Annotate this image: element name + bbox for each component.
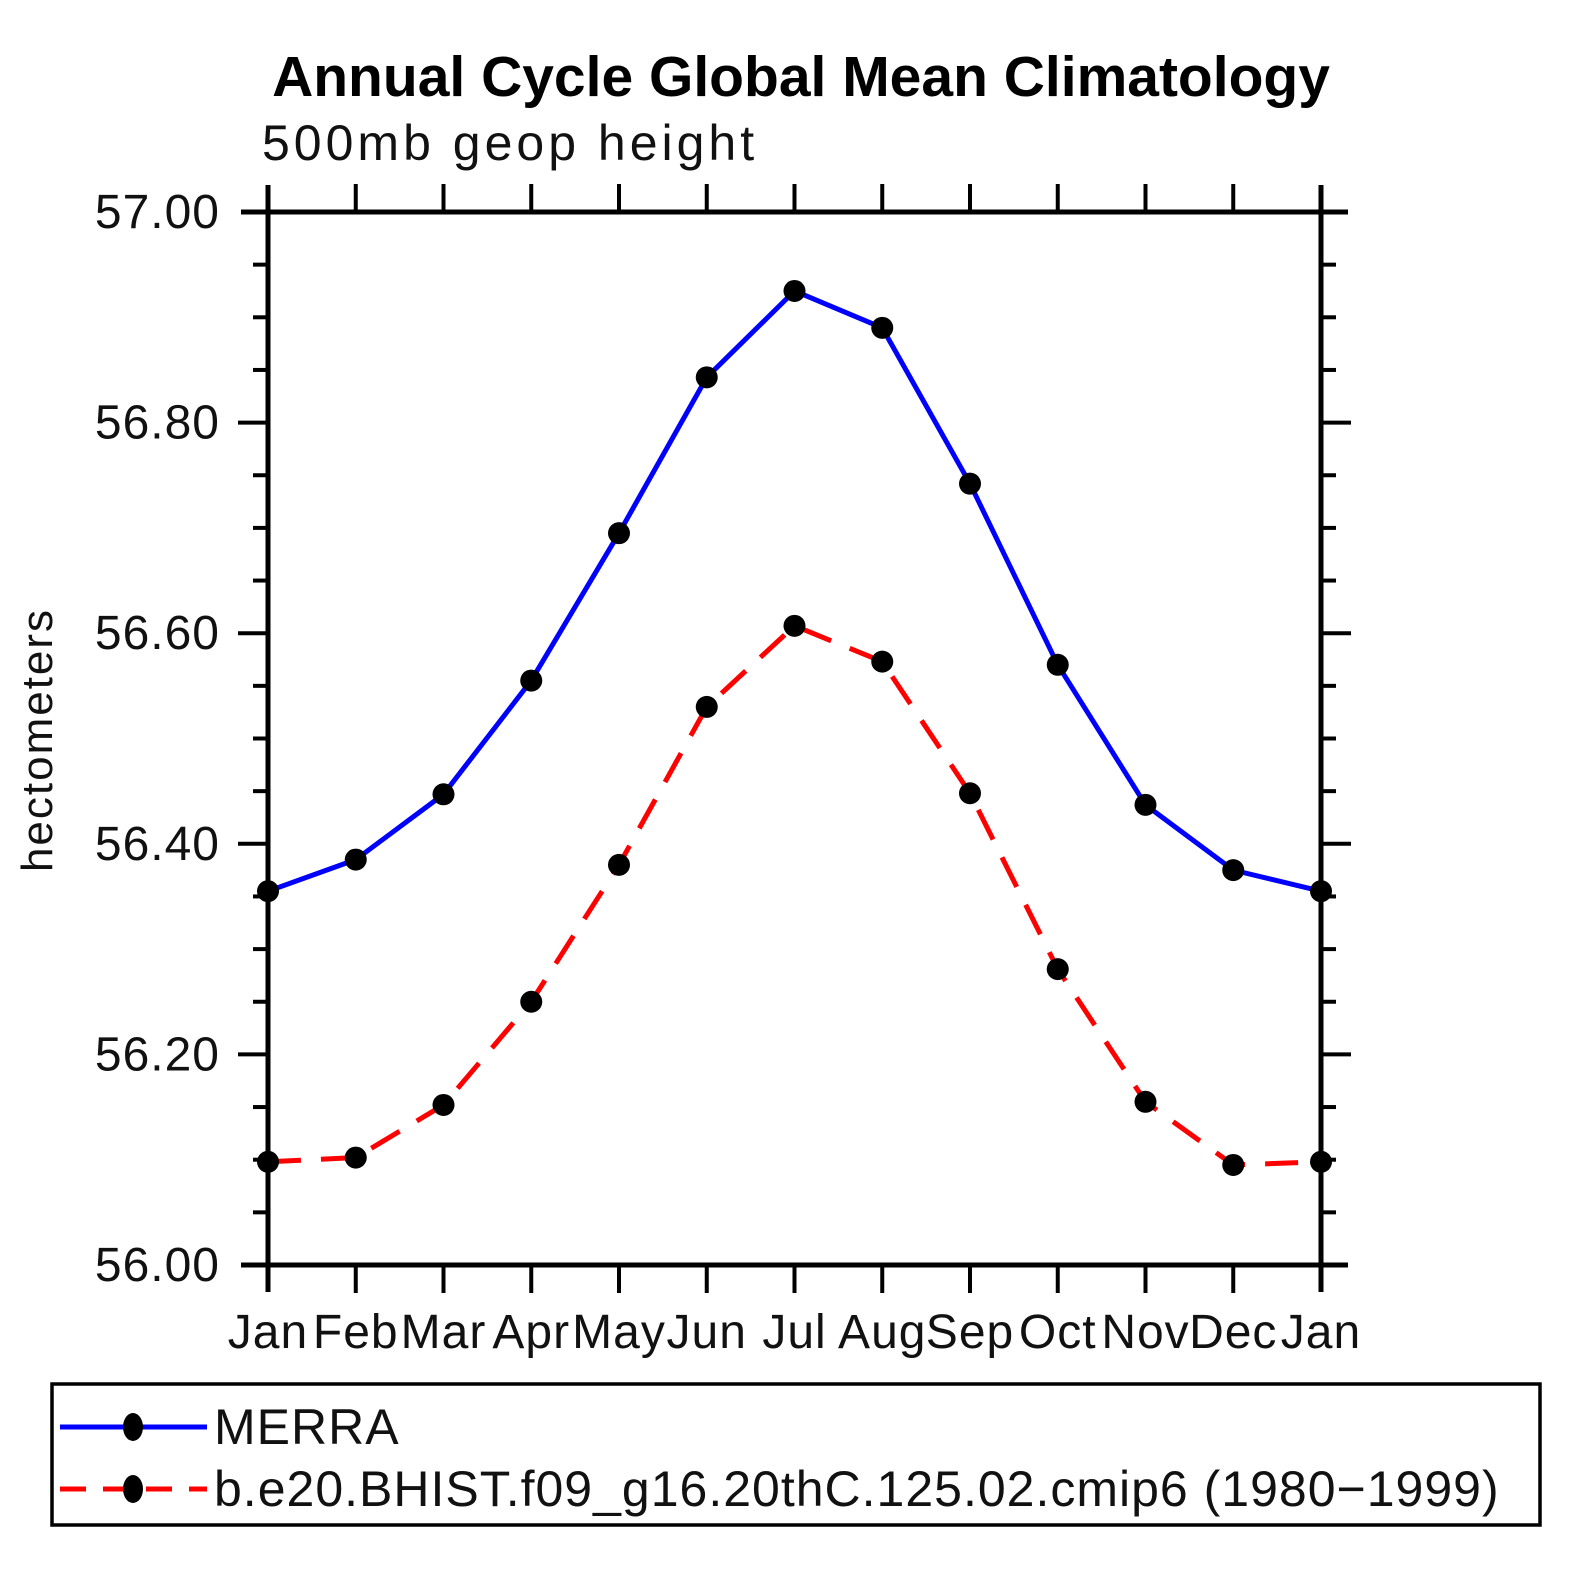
y-axis-label: hectometers [13, 608, 62, 872]
legend-label: b.e20.BHIST.f09_g16.20thC.125.02.cmip6 (… [214, 1461, 1500, 1517]
x-tick-labels: Jan Feb Mar Apr May Jun Jul Aug Sep Oct Nov Dec Jan [228, 1306, 1361, 1359]
data-point-marker [1222, 1153, 1245, 1176]
y-tick-label: 56.20 [95, 1028, 220, 1081]
series-cmip6 [257, 614, 1332, 1176]
data-point-marker [608, 522, 630, 545]
x-tick-label: Apr [492, 1306, 570, 1359]
series-line [267, 288, 1322, 894]
x-tick-label: Jan [228, 1306, 308, 1359]
data-point-marker [520, 669, 543, 692]
y-tick-label: 56.60 [95, 607, 220, 660]
x-tick-label: Jul [762, 1306, 826, 1359]
data-point-marker [959, 472, 981, 495]
data-point-marker [1134, 1090, 1157, 1113]
data-point-marker [1046, 653, 1069, 676]
x-tick-label: Jun [667, 1306, 747, 1359]
legend-marker [123, 1475, 143, 1503]
x-tick-label: Aug [838, 1306, 926, 1359]
data-point-marker [344, 1146, 367, 1169]
legend-box [50, 1382, 1542, 1527]
data-point-marker [695, 366, 718, 389]
data-point-marker [1222, 859, 1245, 882]
x-ticks [353, 184, 1236, 1293]
legend: MERRA b.e20.BHIST.f09_g16.20thC.125.02.cm… [50, 1382, 1542, 1527]
data-point-marker [695, 695, 718, 718]
legend-label: MERRA [214, 1399, 400, 1455]
series-merra [257, 279, 1332, 903]
y-tick-label: 56.00 [95, 1239, 220, 1292]
series-line [267, 623, 1322, 1168]
x-tick-label: Feb [313, 1306, 399, 1359]
x-tick-label: Oct [1019, 1306, 1097, 1359]
data-point-marker [257, 1150, 279, 1173]
data-point-marker [959, 782, 981, 805]
legend-marker [123, 1413, 143, 1441]
data-point-marker [432, 1093, 455, 1116]
data-point-marker [520, 990, 543, 1013]
data-point-marker [344, 848, 367, 871]
data-point-marker [783, 279, 806, 302]
x-tick-label: Nov [1101, 1306, 1189, 1359]
legend-entry: b.e20.BHIST.f09_g16.20thC.125.02.cmip6 (… [60, 1461, 1500, 1517]
y-tick-label: 57.00 [95, 186, 220, 239]
chart-title: Annual Cycle Global Mean Climatology [272, 45, 1330, 109]
data-point-marker [1134, 793, 1157, 816]
x-tick-label: Jan [1281, 1306, 1361, 1359]
legend-entry: MERRA [60, 1399, 400, 1455]
y-tick-labels: 56.00 56.20 56.40 56.60 56.80 57.00 [95, 186, 220, 1292]
data-point-marker [783, 614, 806, 637]
x-tick-label: May [572, 1306, 666, 1359]
data-point-marker [871, 650, 894, 673]
data-point-marker [871, 316, 894, 339]
chart-subtitle: 500mb geop height [262, 115, 758, 171]
data-point-marker [1046, 958, 1069, 981]
y-tick-label: 56.80 [95, 397, 220, 450]
y-ticks [238, 262, 1351, 1215]
data-point-marker [257, 880, 279, 903]
data-point-marker [432, 783, 455, 806]
data-point-marker [1310, 1150, 1332, 1173]
x-tick-label: Dec [1189, 1306, 1277, 1359]
data-point-marker [1310, 880, 1332, 903]
data-point-marker [608, 853, 630, 876]
x-tick-label: Sep [926, 1306, 1014, 1359]
x-tick-label: Mar [401, 1306, 487, 1359]
y-tick-label: 56.40 [95, 818, 220, 871]
